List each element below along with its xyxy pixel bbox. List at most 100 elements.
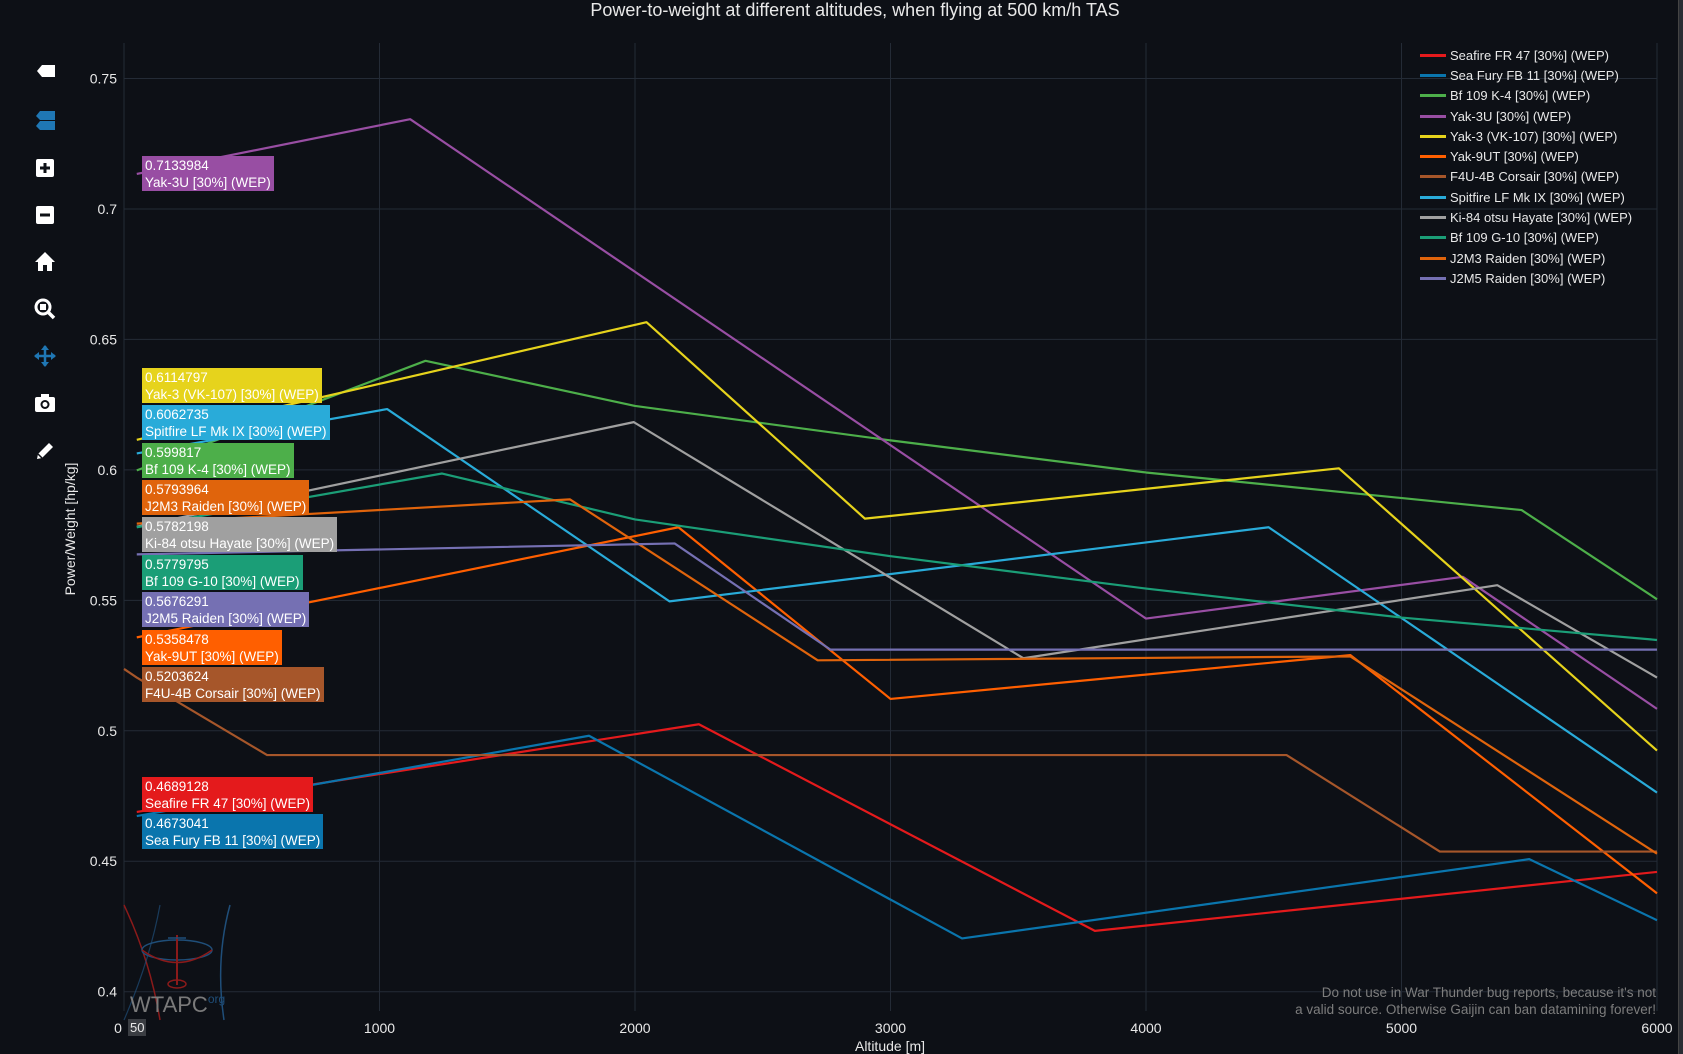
legend-label: Yak-9UT [30%] (WEP) — [1450, 149, 1579, 165]
legend-item[interactable]: Spitfire LF Mk IX [30%] (WEP) — [1420, 187, 1632, 207]
zoom-out-button[interactable] — [30, 200, 60, 230]
legend-item[interactable]: Ki-84 otsu Hayate [30%] (WEP) — [1420, 207, 1632, 227]
camera-icon — [35, 394, 55, 412]
legend-swatch — [1420, 53, 1446, 57]
logo-suffix: org — [207, 992, 226, 1006]
disclaimer-line-1: Do not use in War Thunder bug reports, b… — [1321, 985, 1656, 1000]
series-line-0[interactable] — [136, 723, 1658, 932]
series-line-10[interactable] — [136, 498, 1658, 855]
pan-button[interactable] — [30, 341, 60, 371]
legend-swatch — [1420, 236, 1446, 240]
legend-item[interactable]: Bf 109 G-10 [30%] (WEP) — [1420, 228, 1632, 248]
hover-label: 0.4673041 Sea Fury FB 11 [30%] (WEP) — [142, 814, 324, 849]
legend-label: Yak-3 (VK-107) [30%] (WEP) — [1450, 128, 1618, 144]
y-tick-label: 0.75 — [90, 70, 117, 86]
series-line-7[interactable] — [136, 407, 1658, 794]
hover-value: 0.4689128 — [145, 779, 209, 794]
minus-square-icon — [36, 206, 54, 224]
x-tick-label: 5000 — [1386, 1020, 1417, 1036]
legend-label: J2M5 Raiden [30%] (WEP) — [1450, 270, 1606, 286]
pencil-icon — [37, 443, 53, 459]
hover-label: 0.5676291 J2M5 Raiden [30%] (WEP) — [142, 592, 310, 627]
x-axis-label: Altitude [m] — [855, 1038, 925, 1054]
legend-swatch — [1420, 175, 1446, 179]
legend-label: Seafire FR 47 [30%] (WEP) — [1450, 47, 1609, 63]
y-tick-label: 0.55 — [90, 592, 117, 608]
hover-series-name: Spitfire LF Mk IX [30%] (WEP) — [145, 424, 327, 439]
legend-item[interactable]: Yak-3 (VK-107) [30%] (WEP) — [1420, 126, 1632, 146]
magnifier-icon — [34, 298, 56, 320]
logo-text: WTAPC — [130, 992, 208, 1017]
hover-series-name: Yak-3U [30%] (WEP) — [145, 175, 271, 190]
x-tick-label: 1000 — [364, 1020, 395, 1036]
hover-value: 0.6062735 — [145, 407, 209, 422]
legend-item[interactable]: J2M5 Raiden [30%] (WEP) — [1420, 268, 1632, 288]
box-zoom-button[interactable] — [30, 294, 60, 324]
hover-value: 0.5779795 — [145, 557, 209, 572]
scrollbar[interactable] — [1678, 0, 1683, 1054]
hover-series-name: F4U-4B Corsair [30%] (WEP) — [145, 686, 321, 701]
legend-swatch — [1420, 276, 1446, 280]
legend-label: Sea Fury FB 11 [30%] (WEP) — [1450, 67, 1619, 83]
legend-label: Ki-84 otsu Hayate [30%] (WEP) — [1450, 210, 1633, 226]
disclaimer-line-2: a valid source. Otherwise Gaijin can ban… — [1295, 1002, 1656, 1017]
hover-value: 0.7133984 — [145, 158, 209, 173]
hover-label: 0.5358478 Yak-9UT [30%] (WEP) — [142, 630, 282, 665]
chart-title: Power-to-weight at different altitudes, … — [590, 0, 1120, 20]
plus-square-icon — [36, 159, 54, 177]
hover-series-name: Bf 109 G-10 [30%] (WEP) — [145, 574, 300, 589]
legend-swatch — [1420, 114, 1446, 118]
series-line-11[interactable] — [136, 542, 1657, 651]
hover-label: 0.6114797 Yak-3 (VK-107) [30%] (WEP) — [142, 368, 322, 403]
legend-swatch — [1420, 94, 1446, 98]
download-png-button[interactable] — [30, 388, 60, 418]
gridlines — [123, 43, 1658, 1011]
series-line-5[interactable] — [136, 526, 1658, 895]
legend-item[interactable]: Yak-3U [30%] (WEP) — [1420, 106, 1632, 126]
show-closest-data-button[interactable] — [30, 58, 60, 88]
x-tick-label: 0 — [114, 1020, 122, 1036]
x-tick-label: 4000 — [1130, 1020, 1161, 1036]
series-line-1[interactable] — [136, 734, 1658, 940]
legend-label: J2M3 Raiden [30%] (WEP) — [1450, 250, 1606, 266]
hover-label: 0.599817 Bf 109 K-4 [30%] (WEP) — [142, 443, 294, 478]
legend-label: Bf 109 K-4 [30%] (WEP) — [1450, 88, 1591, 104]
hover-series-name: J2M5 Raiden [30%] (WEP) — [145, 611, 307, 626]
legend-item[interactable]: F4U-4B Corsair [30%] (WEP) — [1420, 167, 1632, 187]
hover-value: 0.6114797 — [145, 370, 208, 385]
hover-label: 0.5203624 F4U-4B Corsair [30%] (WEP) — [142, 667, 324, 702]
compare-data-button[interactable] — [30, 105, 60, 135]
legend-item[interactable]: Seafire FR 47 [30%] (WEP) — [1420, 45, 1632, 65]
x-hover-label: 50 — [128, 1019, 147, 1036]
zoom-in-button[interactable] — [30, 153, 60, 183]
legend-item[interactable]: J2M3 Raiden [30%] (WEP) — [1420, 248, 1632, 268]
draw-button[interactable] — [30, 436, 60, 466]
series-line-2[interactable] — [136, 359, 1658, 601]
legend-item[interactable]: Bf 109 K-4 [30%] (WEP) — [1420, 86, 1632, 106]
series-line-6[interactable] — [123, 668, 1657, 853]
move-arrows-icon — [34, 345, 56, 367]
legend-swatch — [1420, 195, 1446, 199]
hover-series-name: Yak-3 (VK-107) [30%] (WEP) — [145, 387, 319, 402]
legend-swatch — [1420, 216, 1446, 220]
tag-icon — [37, 65, 55, 77]
legend-label: Yak-3U [30%] (WEP) — [1450, 108, 1572, 124]
series-line-9[interactable] — [136, 472, 1658, 642]
legend-label: F4U-4B Corsair [30%] (WEP) — [1450, 169, 1620, 185]
reset-axes-button[interactable] — [30, 246, 60, 276]
legend-item[interactable]: Sea Fury FB 11 [30%] (WEP) — [1420, 65, 1632, 85]
series-line-4[interactable] — [136, 321, 1658, 752]
legend-item[interactable]: Yak-9UT [30%] (WEP) — [1420, 146, 1632, 166]
hover-value: 0.5358478 — [145, 632, 209, 647]
y-tick-label: 0.45 — [90, 853, 117, 869]
double-tag-icon — [36, 111, 55, 130]
hover-value: 0.5676291 — [145, 594, 209, 609]
hover-label: 0.4689128 Seafire FR 47 [30%] (WEP) — [142, 777, 314, 812]
hover-series-name: Ki-84 otsu Hayate [30%] (WEP) — [145, 536, 335, 551]
legend-label: Spitfire LF Mk IX [30%] (WEP) — [1450, 189, 1625, 205]
hover-value: 0.5793964 — [145, 482, 209, 497]
x-tick-label: 6000 — [1641, 1020, 1672, 1036]
series-line-3[interactable] — [136, 118, 1658, 710]
legend-swatch — [1420, 256, 1446, 260]
